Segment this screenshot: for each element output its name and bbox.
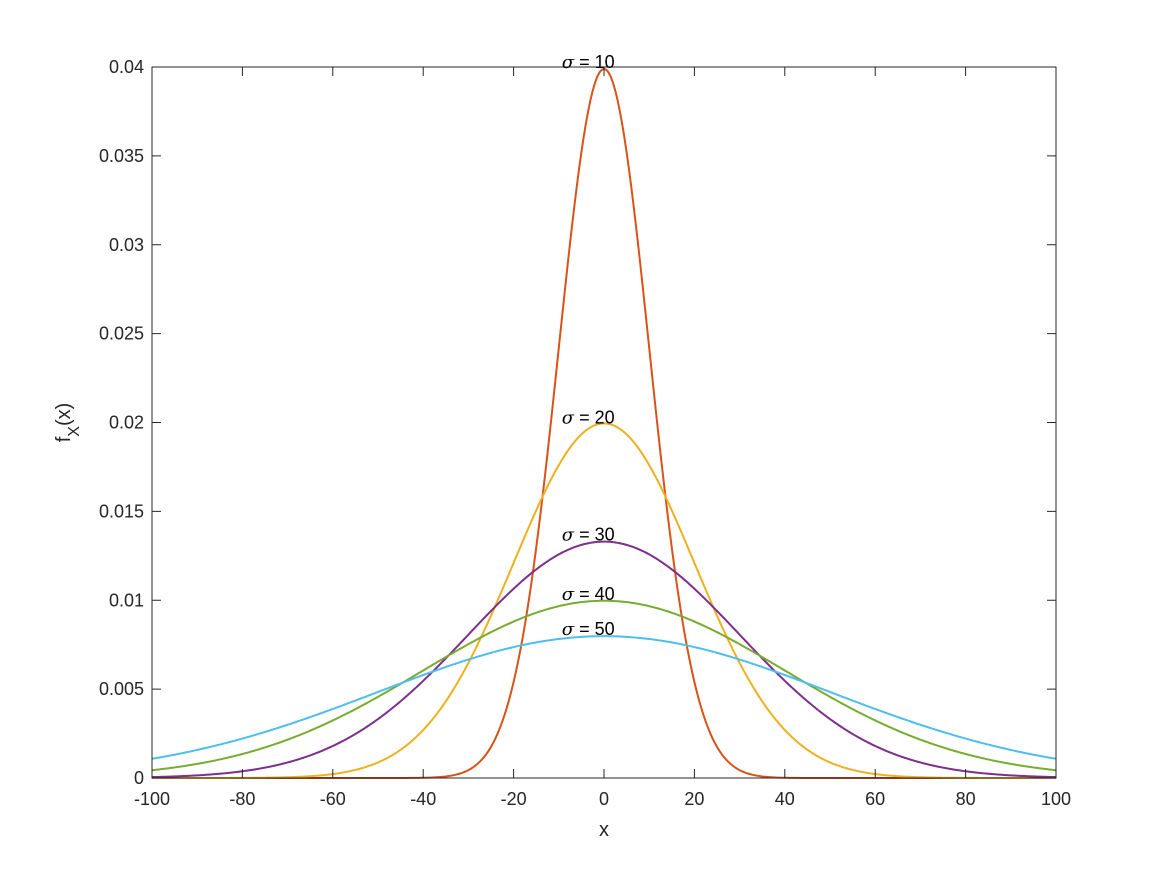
series-line-sigma-40 [151,599,1057,772]
x-tick-label: 40 [775,789,795,809]
x-tick-label: -100 [134,789,170,809]
sigma-symbol: σ [562,525,575,546]
series-line-sigma-20 [152,422,1056,779]
sigma-symbol: σ [562,584,575,605]
annotation-value: = 50 [574,619,615,639]
y-axis-ticks: 0 0.005 0.01 0.015 0.02 0.025 0.03 0.035 0.04 [99,57,1056,788]
y-tick-label: 0.035 [99,146,144,166]
y-tick-label: 0.02 [109,413,144,433]
x-tick-label: 60 [865,789,885,809]
x-tick-label: 100 [1041,789,1071,809]
y-tick-label: 0.025 [99,324,144,344]
x-axis-ticks: -100 -80 -60 -40 -20 0 20 40 60 80 100 [134,67,1071,809]
annotation-sigma-50: σ = 50 [562,619,615,640]
y-axis-label-main: f [53,436,75,442]
annotation-sigma-40: σ = 40 [562,584,615,605]
y-axis-label-subscript: X [66,426,83,437]
y-tick-label: 0.04 [109,57,144,77]
y-tick-label: 0 [134,768,144,788]
annotation-sigma-30: σ = 30 [562,525,615,546]
sigma-symbol: σ [562,52,575,73]
annotation-value: = 20 [574,407,615,427]
annotation-sigma-10: σ = 10 [562,52,615,73]
annotation-value: = 40 [574,584,615,604]
series-line-sigma-50 [151,635,1057,760]
annotation-value: = 10 [574,52,615,72]
x-tick-label: -80 [229,789,255,809]
x-tick-label: -40 [410,789,436,809]
annotation-sigma-20: σ = 20 [562,407,615,428]
y-tick-label: 0.01 [109,590,144,610]
x-tick-label: 80 [956,789,976,809]
sigma-symbol: σ [562,619,575,640]
x-axis-label: x [599,819,609,841]
x-tick-label: 0 [599,789,609,809]
y-tick-label: 0.03 [109,235,144,255]
x-tick-label: 20 [684,789,704,809]
x-tick-label: -60 [320,789,346,809]
annotation-value: = 30 [574,525,615,545]
y-axis-label: fX(x) [53,403,83,443]
y-axis-label-rest: (x) [53,403,75,426]
series-line-sigma-30 [151,540,1057,779]
y-tick-label: 0.005 [99,679,144,699]
sigma-symbol: σ [562,407,575,428]
y-tick-label: 0.015 [99,501,144,521]
sigma-annotations: σ = 10σ = 20σ = 30σ = 40σ = 50 [562,52,615,640]
x-tick-label: -20 [501,789,527,809]
